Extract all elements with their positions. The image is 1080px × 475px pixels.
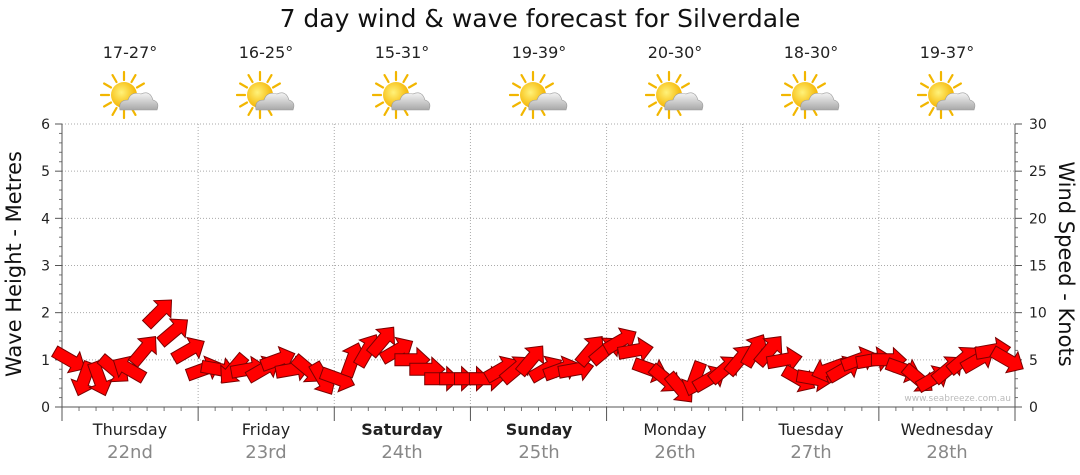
wind-arrow [50, 345, 86, 374]
wind-arrow [156, 318, 189, 348]
wind-arrow [112, 355, 148, 384]
day-date: 26th [654, 442, 696, 463]
day-name: Tuesday [778, 420, 844, 439]
y-tick-left: 5 [41, 164, 50, 180]
wind-arrow [378, 336, 414, 365]
day-date: 23rd [245, 442, 287, 463]
partly-cloudy-icon [917, 70, 976, 120]
day-temp-range: 19-37° [919, 43, 975, 62]
wind-arrow [514, 345, 545, 378]
wind-arrow [601, 327, 637, 356]
watermark-text: www.seabreeze.com.au [904, 394, 1011, 404]
day-temp-range: 18-30° [783, 43, 839, 62]
wind-arrow [87, 360, 114, 397]
partly-cloudy-icon [372, 70, 431, 120]
day-temp-range: 16-25° [238, 43, 294, 62]
partly-cloudy-icon [781, 70, 840, 120]
day-date: 22nd [107, 442, 153, 463]
day-temp-range: 19-39° [511, 43, 567, 62]
day-name: Sunday [505, 420, 573, 439]
y-tick-right: 5 [1029, 353, 1038, 369]
day-name: Friday [241, 420, 291, 439]
day-date: 24th [381, 442, 423, 463]
y-tick-left: 1 [41, 353, 50, 369]
wind-arrow [365, 326, 396, 359]
wind-arrow [989, 345, 1024, 374]
y-tick-left: 3 [41, 259, 50, 275]
y-tick-right: 25 [1029, 164, 1047, 180]
y-tick-left: 0 [41, 400, 50, 416]
wind-arrow [753, 336, 783, 368]
partly-cloudy-icon [645, 70, 704, 120]
wind-series [50, 299, 1024, 403]
day-date: 27th [790, 442, 832, 463]
day-temp-range: 17-27° [102, 43, 158, 62]
wind-arrow [765, 346, 803, 372]
day-date: 28th [926, 442, 968, 463]
y-tick-left: 6 [41, 117, 50, 133]
partly-cloudy-icon [236, 70, 295, 120]
partly-cloudy-icon [100, 70, 159, 120]
wind-arrow [616, 336, 654, 363]
y-tick-left: 2 [41, 306, 50, 322]
y-tick-right: 30 [1029, 117, 1047, 133]
day-date: 25th [518, 442, 560, 463]
day-name: Thursday [92, 420, 168, 439]
wind-arrow [170, 336, 205, 365]
y-tick-right: 10 [1029, 306, 1047, 322]
wind-arrow [141, 299, 173, 330]
wind-arrow [127, 336, 157, 368]
partly-cloudy-icon [509, 70, 568, 120]
wind-arrow [811, 357, 848, 384]
day-name: Monday [643, 420, 707, 439]
day-name: Saturday [361, 420, 443, 439]
y-tick-left: 4 [41, 211, 50, 227]
day-temp-range: 20-30° [647, 43, 703, 62]
day-name: Wednesday [900, 420, 994, 439]
y-tick-right: 15 [1029, 259, 1047, 275]
y-tick-right: 20 [1029, 211, 1047, 227]
day-temp-range: 15-31° [374, 43, 430, 62]
wind-arrow [740, 334, 769, 369]
y-tick-right: 0 [1029, 400, 1038, 416]
chart-title: 7 day wind & wave forecast for Silverdal… [279, 4, 801, 33]
